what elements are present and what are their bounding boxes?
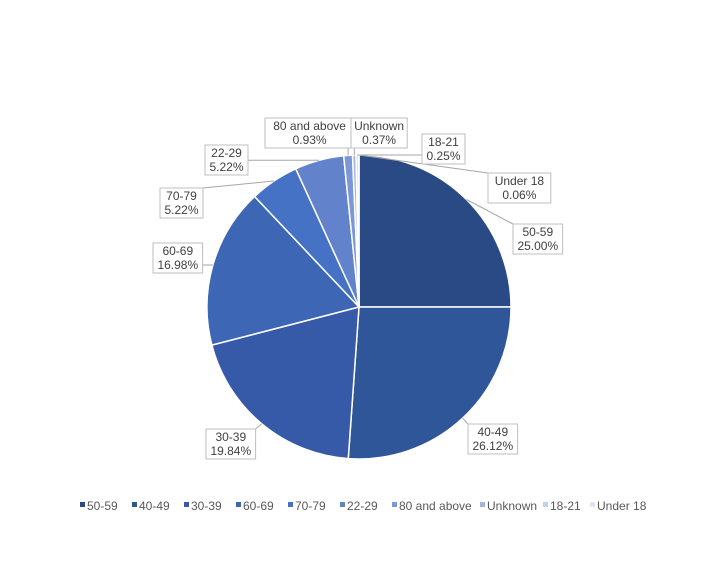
data-label-box — [487, 172, 552, 204]
pie-slices — [206, 154, 512, 460]
legend-item-30-39: 30-39 — [184, 499, 222, 513]
legend-label: 40-49 — [139, 499, 170, 513]
data-label-under-18: Under 180.06% — [487, 172, 552, 204]
legend-swatch — [132, 502, 137, 507]
leader-line-70-79 — [202, 180, 275, 189]
data-label-70-79: 70-795.22% — [159, 187, 204, 219]
leader-line-50-59 — [466, 199, 514, 225]
data-label-value: 16.98% — [157, 258, 198, 272]
legend-swatch — [543, 502, 548, 507]
data-label-category: 22-29 — [211, 146, 242, 160]
legend-label: 60-69 — [243, 499, 274, 513]
leader-line-40-49 — [462, 417, 469, 425]
legend: 50-59 40-49 30-39 60-69 70-79 22-29 80 and abo… — [80, 499, 647, 513]
pie-slice-40-49 — [347, 306, 512, 460]
data-label-value: 0.37% — [362, 133, 396, 147]
data-label-value: 0.93% — [293, 133, 327, 147]
legend-label: 22-29 — [347, 499, 378, 513]
data-label-18-21: 18-210.25% — [421, 133, 466, 165]
legend-label: 50-59 — [87, 499, 118, 513]
legend-swatch — [480, 502, 485, 507]
pie-slice-30-39 — [210, 306, 360, 460]
data-label-value: 5.22% — [209, 160, 243, 174]
data-label-category: 60-69 — [162, 244, 193, 258]
legend-item-under-18: Under 18 — [590, 499, 647, 513]
data-label-category: 18-21 — [428, 135, 459, 149]
legend-swatch — [184, 502, 189, 507]
legend-item-50-59: 50-59 — [80, 499, 118, 513]
legend-item-40-49: 40-49 — [132, 499, 170, 513]
legend-swatch — [288, 502, 293, 507]
data-label-box — [205, 428, 257, 460]
data-label-value: 26.12% — [472, 439, 513, 453]
data-label-box — [264, 117, 355, 149]
legend-label: 30-39 — [191, 499, 222, 513]
legend-label: Unknown — [487, 499, 537, 513]
data-label-category: 50-59 — [522, 225, 553, 239]
legend-item-60-69: 60-69 — [236, 499, 274, 513]
data-label-box — [204, 144, 249, 176]
pie-slice-60-69 — [206, 195, 361, 347]
legend-swatch — [80, 502, 85, 507]
data-label-box — [421, 133, 466, 165]
data-label-value: 19.84% — [210, 444, 251, 458]
data-label-value: 0.25% — [426, 149, 460, 163]
data-label-box — [159, 187, 204, 219]
data-label-22-29: 22-295.22% — [204, 144, 249, 176]
legend-swatch — [340, 502, 345, 507]
legend-item-70-79: 70-79 — [288, 499, 326, 513]
data-label-value: 0.06% — [502, 188, 536, 202]
data-label-box — [152, 242, 204, 274]
legend-label: Under 18 — [597, 499, 647, 513]
legend-item-22-29: 22-29 — [340, 499, 378, 513]
legend-label: 80 and above — [399, 499, 472, 513]
data-label-box — [512, 223, 564, 255]
data-label-category: 80 and above — [273, 119, 346, 133]
legend-swatch — [392, 502, 397, 507]
data-label-box — [350, 117, 408, 149]
legend-label: 70-79 — [295, 499, 326, 513]
leader-line-30-39 — [255, 423, 263, 430]
legend-swatch — [236, 502, 241, 507]
legend-item-unknown: Unknown — [480, 499, 537, 513]
data-label-category: Unknown — [354, 119, 404, 133]
legend-item-18-21: 18-21 — [543, 499, 581, 513]
data-label-value: 25.00% — [517, 239, 558, 253]
data-label-category: 40-49 — [477, 425, 508, 439]
data-label-category: 30-39 — [215, 430, 246, 444]
pie-slice-under-18 — [357, 154, 360, 308]
legend-swatch — [590, 502, 595, 507]
data-label-value: 5.22% — [164, 203, 198, 217]
data-label-category: Under 18 — [495, 174, 545, 188]
legend-item-80-and-above: 80 and above — [392, 499, 472, 513]
data-label-box — [467, 423, 519, 455]
legend-label: 18-21 — [550, 499, 581, 513]
data-label-category: 70-79 — [166, 189, 197, 203]
